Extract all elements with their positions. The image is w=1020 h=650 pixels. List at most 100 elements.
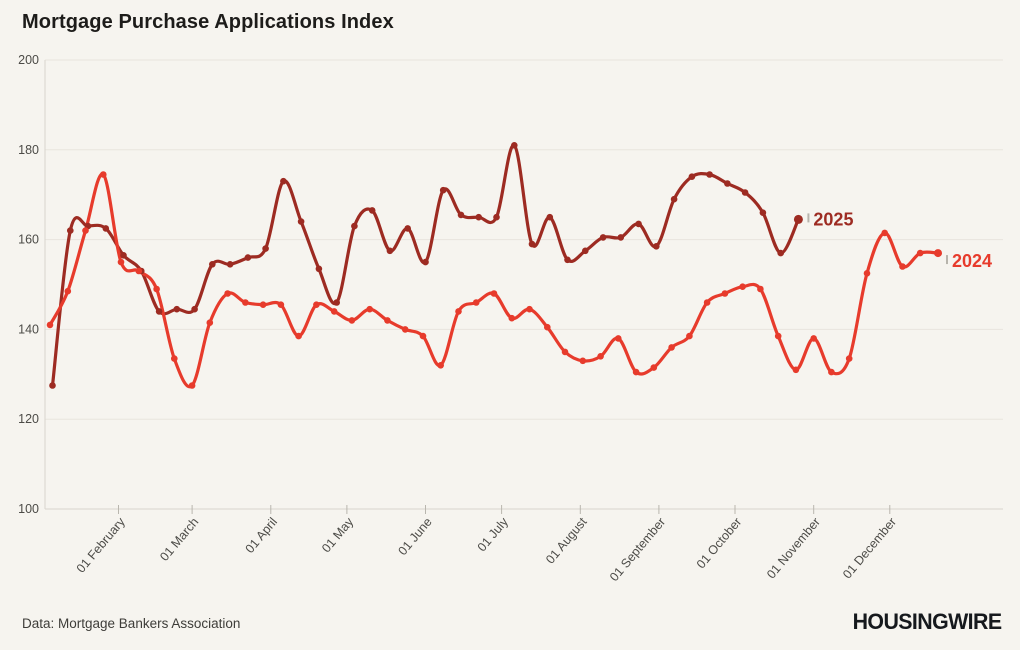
data-point-2025 bbox=[475, 213, 483, 221]
data-point-2024 bbox=[863, 270, 871, 277]
data-point-2024 bbox=[242, 299, 249, 306]
data-point-2024 bbox=[526, 305, 533, 313]
x-axis-label-01-August: 01 August bbox=[543, 515, 590, 567]
data-point-2025 bbox=[120, 252, 127, 259]
data-point-2025 bbox=[457, 211, 465, 219]
data-point-2024 bbox=[224, 290, 231, 297]
data-point-2024 bbox=[100, 171, 107, 178]
data-point-2024 bbox=[188, 382, 196, 389]
x-axis-label-01-September: 01 September bbox=[607, 515, 668, 584]
x-axis-label-01-November: 01 November bbox=[764, 515, 823, 581]
label-leader-2024 bbox=[946, 255, 948, 265]
data-point-2025 bbox=[155, 308, 163, 315]
data-point-2024 bbox=[313, 301, 320, 309]
data-point-2025 bbox=[741, 189, 749, 196]
data-point-2025 bbox=[422, 258, 429, 266]
data-point-2024 bbox=[615, 335, 622, 342]
data-point-2025 bbox=[262, 245, 269, 252]
data-point-2025 bbox=[226, 261, 234, 268]
data-point-2024 bbox=[295, 332, 302, 340]
data-point-2024 bbox=[597, 353, 604, 360]
data-point-2024 bbox=[703, 299, 711, 306]
housingwire-logo: HOUSINGWIRE bbox=[853, 609, 1002, 634]
data-point-2024 bbox=[206, 319, 214, 327]
data-point-2024 bbox=[384, 317, 391, 324]
data-point-2025 bbox=[546, 213, 554, 221]
data-point-2025 bbox=[599, 234, 607, 241]
data-point-2024 bbox=[899, 263, 906, 270]
data-point-2025 bbox=[528, 240, 536, 248]
data-point-2025 bbox=[209, 261, 216, 268]
series-label-2024: 2024 bbox=[952, 251, 992, 271]
data-point-2025 bbox=[564, 256, 571, 264]
data-point-2024 bbox=[330, 308, 338, 315]
x-axis-label-01-December: 01 December bbox=[840, 515, 899, 581]
data-point-2024 bbox=[668, 344, 675, 351]
data-point-2025 bbox=[635, 220, 642, 228]
data-point-2025 bbox=[244, 254, 252, 261]
data-point-2024 bbox=[544, 323, 551, 331]
data-point-2024 bbox=[82, 227, 89, 234]
data-point-2025 bbox=[617, 234, 625, 241]
data-point-2024 bbox=[916, 249, 924, 257]
data-point-2024 bbox=[579, 357, 587, 365]
data-point-2025 bbox=[351, 222, 358, 230]
data-point-2024 bbox=[259, 301, 267, 309]
y-axis-label-180: 180 bbox=[18, 143, 39, 157]
data-point-2024 bbox=[561, 348, 569, 356]
x-axis-label-01-July: 01 July bbox=[475, 514, 512, 554]
data-point-2024 bbox=[455, 308, 462, 315]
data-point-2025 bbox=[793, 214, 803, 224]
data-point-2024 bbox=[437, 362, 445, 369]
data-point-2024 bbox=[934, 249, 942, 258]
y-axis-label-200: 200 bbox=[18, 53, 39, 67]
data-point-2024 bbox=[632, 368, 640, 376]
label-leader-2025 bbox=[807, 213, 810, 223]
data-point-2025 bbox=[493, 213, 500, 221]
data-point-2024 bbox=[472, 299, 480, 306]
data-point-2024 bbox=[881, 229, 888, 237]
data-point-2025 bbox=[386, 247, 394, 255]
data-point-2025 bbox=[670, 195, 678, 203]
x-axis-label-01-October: 01 October bbox=[694, 515, 744, 571]
data-point-2024 bbox=[686, 332, 693, 340]
data-point-2024 bbox=[419, 332, 427, 340]
data-point-2024 bbox=[171, 355, 178, 362]
series-label-2025: 2025 bbox=[813, 209, 853, 229]
data-point-2025 bbox=[511, 142, 518, 149]
x-axis-label-01-May: 01 May bbox=[319, 514, 357, 555]
data-point-2024 bbox=[792, 366, 800, 374]
data-point-2025 bbox=[439, 186, 447, 194]
data-point-2025 bbox=[404, 225, 412, 232]
data-point-2024 bbox=[366, 305, 374, 313]
data-point-2025 bbox=[280, 177, 287, 185]
data-point-2024 bbox=[490, 290, 498, 297]
data-point-2024 bbox=[810, 335, 817, 342]
data-point-2025 bbox=[582, 247, 589, 255]
data-point-2025 bbox=[368, 207, 376, 214]
data-point-2024 bbox=[828, 368, 835, 376]
data-point-2024 bbox=[135, 267, 143, 275]
series-line-2024 bbox=[48, 172, 940, 389]
data-point-2024 bbox=[721, 290, 729, 297]
data-point-2024 bbox=[508, 314, 516, 322]
data-point-2024 bbox=[401, 326, 409, 333]
data-point-2024 bbox=[153, 285, 160, 293]
data-point-2024 bbox=[757, 285, 764, 293]
data-point-2025 bbox=[777, 249, 784, 257]
data-point-2024 bbox=[64, 287, 72, 295]
data-point-2025 bbox=[297, 218, 305, 225]
data-point-2024 bbox=[117, 258, 125, 266]
data-point-2025 bbox=[315, 265, 323, 273]
data-point-2025 bbox=[333, 299, 341, 306]
data-point-2025 bbox=[173, 305, 181, 313]
data-point-2024 bbox=[774, 332, 782, 340]
data-point-2025 bbox=[724, 180, 731, 187]
y-axis-label-120: 120 bbox=[18, 412, 39, 426]
data-source-note: Data: Mortgage Bankers Association bbox=[22, 616, 241, 631]
x-axis-label-01-February: 01 February bbox=[74, 514, 129, 575]
data-point-2025 bbox=[49, 382, 56, 389]
data-point-2024 bbox=[650, 364, 658, 371]
data-point-2025 bbox=[102, 225, 110, 232]
